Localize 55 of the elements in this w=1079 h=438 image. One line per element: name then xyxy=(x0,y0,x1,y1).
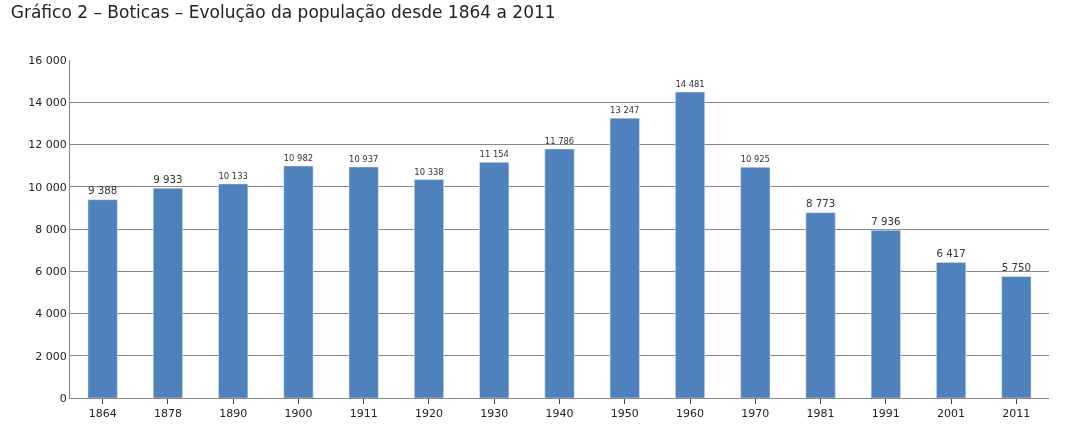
data-label: 10 982 xyxy=(283,152,314,163)
data-label: 11 154 xyxy=(479,149,509,160)
bar xyxy=(87,199,118,398)
data-label: 5 750 xyxy=(1001,260,1032,273)
x-tick-label: 2001 xyxy=(937,407,966,421)
bar xyxy=(414,179,444,398)
bar xyxy=(675,91,705,398)
x-tick-label: 1940 xyxy=(545,407,574,421)
data-label: 9 933 xyxy=(153,172,183,185)
bar xyxy=(544,148,575,398)
x-tick-label: 1970 xyxy=(741,407,770,421)
data-label: 14 481 xyxy=(675,78,705,89)
x-tick-label: 1890 xyxy=(219,407,248,421)
bar xyxy=(870,230,901,398)
x-tick-label: 1864 xyxy=(88,407,117,421)
data-label: 13 247 xyxy=(610,105,640,116)
y-tick-label: 6 000 xyxy=(35,265,67,279)
data-label: 10 338 xyxy=(414,166,444,177)
data-label: 6 417 xyxy=(936,246,966,259)
data-label: 10 925 xyxy=(740,154,770,165)
x-tick-label: 2011 xyxy=(1002,407,1031,421)
x-tick-label: 1930 xyxy=(480,407,509,421)
bar xyxy=(805,212,836,398)
y-tick-label: 0 xyxy=(59,391,67,405)
x-tick-label: 1981 xyxy=(806,407,835,421)
x-tick-label: 1920 xyxy=(414,407,443,421)
data-label: 9 388 xyxy=(87,184,118,197)
bar xyxy=(609,117,640,398)
bar xyxy=(218,183,249,398)
bar xyxy=(936,262,967,398)
y-tick-label: 14 000 xyxy=(28,96,67,110)
x-tick-label: 1900 xyxy=(284,407,313,421)
y-tick-label: 10 000 xyxy=(28,180,67,194)
x-tick-label: 1960 xyxy=(676,407,705,421)
data-label: 11 786 xyxy=(544,135,575,146)
data-label: 7 936 xyxy=(871,214,901,227)
x-tick-label: 1911 xyxy=(349,407,378,421)
x-tick-label: 1950 xyxy=(610,407,639,421)
data-label: 8 773 xyxy=(805,197,836,210)
y-tick-label: 12 000 xyxy=(28,138,67,152)
data-label: 10 937 xyxy=(349,153,379,164)
data-label: 10 133 xyxy=(218,170,248,181)
y-tick-label: 4 000 xyxy=(35,307,67,321)
bar xyxy=(740,166,771,398)
bar xyxy=(283,165,314,398)
bar xyxy=(348,166,379,398)
y-tick-label: 8 000 xyxy=(35,222,67,236)
bar xyxy=(1001,276,1032,398)
x-tick-label: 1878 xyxy=(153,407,182,421)
bar xyxy=(479,162,510,398)
x-tick-label: 1991 xyxy=(871,407,900,421)
bar xyxy=(152,187,183,398)
y-tick-label: 16 000 xyxy=(28,53,67,67)
chart-title: Gráfico 2 – Boticas – Evolução da população desde 1864 a 2011 xyxy=(10,2,556,23)
y-tick-label: 2 000 xyxy=(35,349,67,363)
